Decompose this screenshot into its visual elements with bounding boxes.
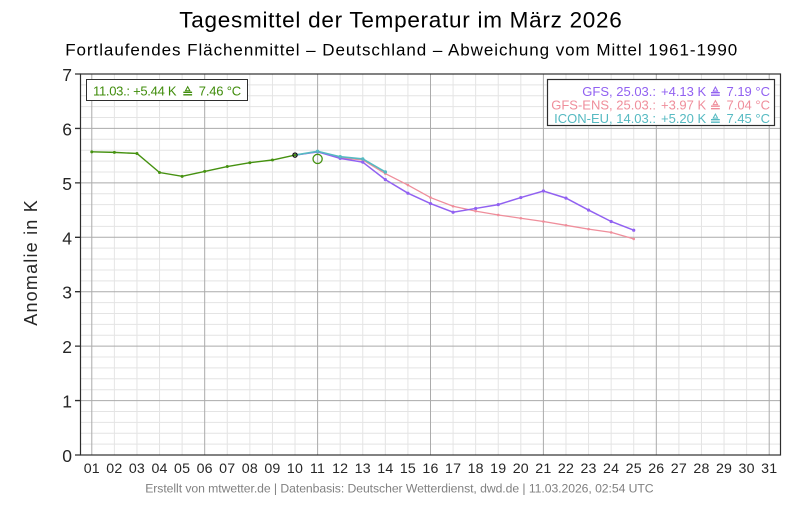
svg-text:5: 5 [62,174,72,194]
svg-text:13: 13 [355,461,371,477]
svg-text:04: 04 [151,461,167,477]
svg-text:09: 09 [264,461,280,477]
svg-text:05: 05 [174,461,190,477]
svg-text:03: 03 [129,461,145,477]
svg-text:+3.97 K: +3.97 K [661,98,707,113]
svg-text:20: 20 [513,461,529,477]
svg-text:28: 28 [693,461,709,477]
svg-text:7.46 °C: 7.46 °C [199,84,241,99]
svg-text:19: 19 [490,461,506,477]
svg-text:17: 17 [445,461,461,477]
svg-text:25: 25 [626,461,642,477]
svg-text:+5.20 K: +5.20 K [661,111,707,126]
svg-text:16: 16 [422,461,438,477]
svg-text:4: 4 [62,228,72,248]
svg-text:Anomalie in K: Anomalie in K [21,200,41,326]
svg-text:07: 07 [219,461,235,477]
svg-text:18: 18 [468,461,484,477]
svg-text:31: 31 [761,461,777,477]
svg-text:3: 3 [62,283,72,303]
svg-text:15: 15 [400,461,416,477]
svg-text:06: 06 [197,461,213,477]
svg-text:29: 29 [716,461,732,477]
svg-text:14: 14 [377,461,393,477]
svg-text:11.03.: +5.44 K: 11.03.: +5.44 K [93,84,177,99]
svg-text:02: 02 [106,461,122,477]
svg-text:11: 11 [310,461,325,477]
svg-text:+4.13 K: +4.13 K [661,84,707,99]
svg-text:6: 6 [62,119,72,139]
svg-text:ICON-EU, 14.03.:: ICON-EU, 14.03.: [554,111,656,126]
svg-text:Fortlaufendes Flächenmittel –: Fortlaufendes Flächenmittel – Deutschlan… [65,40,737,59]
svg-text:21: 21 [535,461,551,477]
svg-text:23: 23 [580,461,596,477]
svg-text:7.04 °C: 7.04 °C [726,98,770,113]
svg-text:0: 0 [62,446,72,466]
svg-text:01: 01 [84,461,100,477]
svg-text:7.45 °C: 7.45 °C [726,111,770,126]
svg-text:GFS, 25.03.:: GFS, 25.03.: [582,84,656,99]
svg-text:GFS-ENS, 25.03.:: GFS-ENS, 25.03.: [551,98,656,113]
svg-text:08: 08 [242,461,258,477]
svg-text:2: 2 [62,337,72,357]
svg-text:1: 1 [62,392,72,412]
svg-text:30: 30 [739,461,755,477]
svg-text:24: 24 [603,461,619,477]
svg-text:7.19 °C: 7.19 °C [726,84,770,99]
svg-text:10: 10 [287,461,303,477]
svg-text:26: 26 [648,461,664,477]
svg-text:27: 27 [671,461,687,477]
svg-text:12: 12 [332,461,348,477]
svg-text:22: 22 [558,461,574,477]
svg-text:Tagesmittel der Temperatur im: Tagesmittel der Temperatur im März 2026 [179,7,622,32]
svg-text:Erstellt von mtwetter.de | Dat: Erstellt von mtwetter.de | Datenbasis: D… [145,482,654,496]
svg-text:7: 7 [62,65,72,85]
